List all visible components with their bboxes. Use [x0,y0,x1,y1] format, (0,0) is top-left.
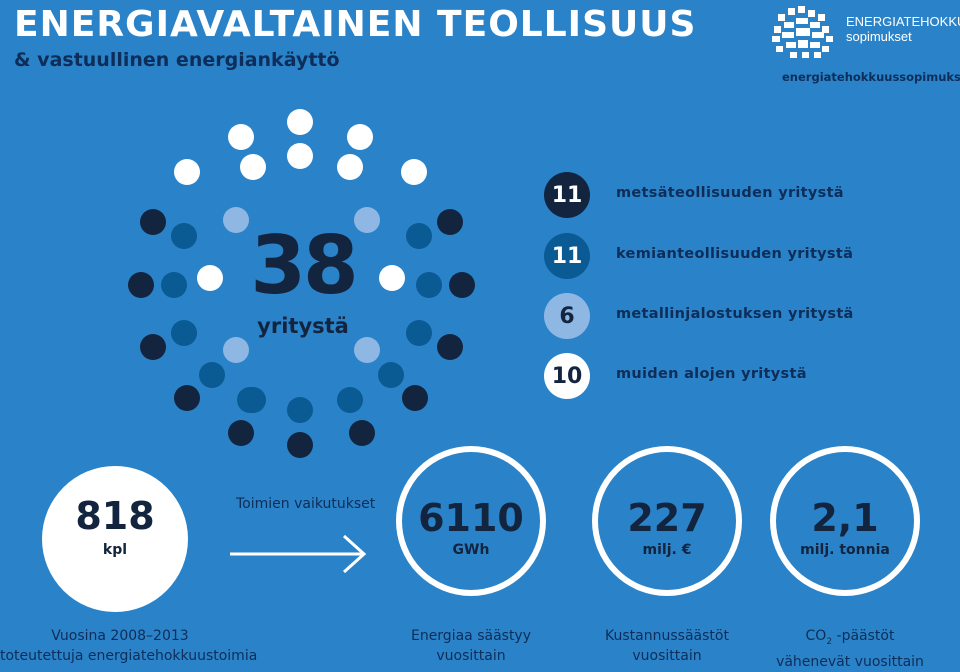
dot-chemical [161,272,187,298]
energy-savings-ring [396,446,546,596]
dot-chemical [406,223,432,249]
measures-count: 818 [75,494,155,538]
dot-chemical [337,387,363,413]
category-row-metal: 6 metallinjalostuksen yritystä [544,293,944,339]
category-count-badge: 11 [544,172,590,218]
measures-circle [42,466,188,612]
dot-forest [228,420,254,446]
dot-chemical [378,362,404,388]
caption-line: Vuosina 2008–2013 [51,628,189,644]
dot-forest [437,209,463,235]
caption-line: CO2 -päästöt [805,628,895,647]
dots-other [174,109,427,291]
caption-line: toteutettuja energiatehokkuustoimia [0,648,258,664]
dots-chemical [161,223,442,423]
dot-other [401,159,427,185]
emissions-value: 2,1 [811,496,879,540]
category-label: kemianteollisuuden yritystä [616,246,854,262]
interlocking-hands-logo-icon [772,6,833,58]
dot-metal [354,337,380,363]
dot-metal [223,337,249,363]
emissions-caption: CO2 -päästöt vähenevät vuosittain [770,626,930,672]
emissions-unit: milj. tonnia [800,542,890,558]
dot-other [197,265,223,291]
dot-forest [287,432,313,458]
category-count-badge: 11 [544,233,590,279]
companies-dot-cluster [128,109,475,458]
total-companies-number: 38 [250,219,358,312]
dot-chemical [171,320,197,346]
caption-line: vähenevät vuosittain [776,653,924,670]
energy-savings-unit: GWh [452,542,490,558]
dot-forest [402,385,428,411]
site-url-link[interactable]: energiatehokkuussopimukset.fi [782,70,960,84]
dot-other [174,159,200,185]
logo-text-line1: ENERGIATEHOKKUUS- [846,14,960,29]
dots-forest [128,209,475,458]
caption-line: Energiaa säästyy [410,628,532,644]
dot-chemical [406,320,432,346]
measures-unit: kpl [102,542,128,558]
category-row-chemical: 11 kemianteollisuuden yritystä [544,233,944,279]
dot-metal [354,207,380,233]
dot-other [337,154,363,180]
dot-forest [349,420,375,446]
dot-chemical [171,223,197,249]
cost-savings-caption: Kustannussäästöt vuosittain [592,626,742,666]
arrow-right-icon [230,534,367,574]
dot-forest [174,385,200,411]
category-row-forest: 11 metsäteollisuuden yritystä [544,172,944,218]
caption-line: vuosittain [632,648,702,664]
caption-line: Kustannussäästöt [605,628,729,644]
caption-line: vuosittain [436,648,506,664]
dot-chemical [240,387,266,413]
logo-text-line2: sopimukset [846,29,912,44]
dot-metal [223,207,249,233]
category-count-badge: 6 [544,293,590,339]
dot-chemical [416,272,442,298]
dot-other [379,265,405,291]
cost-savings-ring [592,446,742,596]
dot-other [287,143,313,169]
page-subtitle: & vastuullinen energiankäyttö [14,49,340,71]
energy-savings-caption: Energiaa säästyy vuosittain [396,626,546,666]
category-count-badge: 10 [544,353,590,399]
energy-savings-value: 6110 [418,496,524,540]
dot-forest [128,272,154,298]
dot-other [347,124,373,150]
total-companies-label: yritystä [257,314,349,338]
cost-savings-unit: milj. € [642,542,692,558]
dot-chemical [199,362,225,388]
dot-other [240,154,266,180]
category-label: muiden alojen yritystä [616,366,807,382]
category-label: metallinjalostuksen yritystä [616,306,854,322]
page-title: ENERGIAVALTAINEN TEOLLISUUS [14,4,697,45]
dot-forest [449,272,475,298]
dot-chemical [287,397,313,423]
effects-heading: Toimien vaikutukset [236,496,376,512]
cost-savings-value: 227 [627,496,707,540]
dot-other [287,109,313,135]
category-label: metsäteollisuuden yritystä [616,185,844,201]
emissions-ring [770,446,920,596]
dot-forest [140,209,166,235]
dot-other [228,124,254,150]
dot-forest [437,334,463,360]
category-row-other: 10 muiden alojen yritystä [544,353,944,399]
measures-caption: Vuosina 2008–2013 toteutettuja energiate… [0,626,258,666]
dot-forest [140,334,166,360]
